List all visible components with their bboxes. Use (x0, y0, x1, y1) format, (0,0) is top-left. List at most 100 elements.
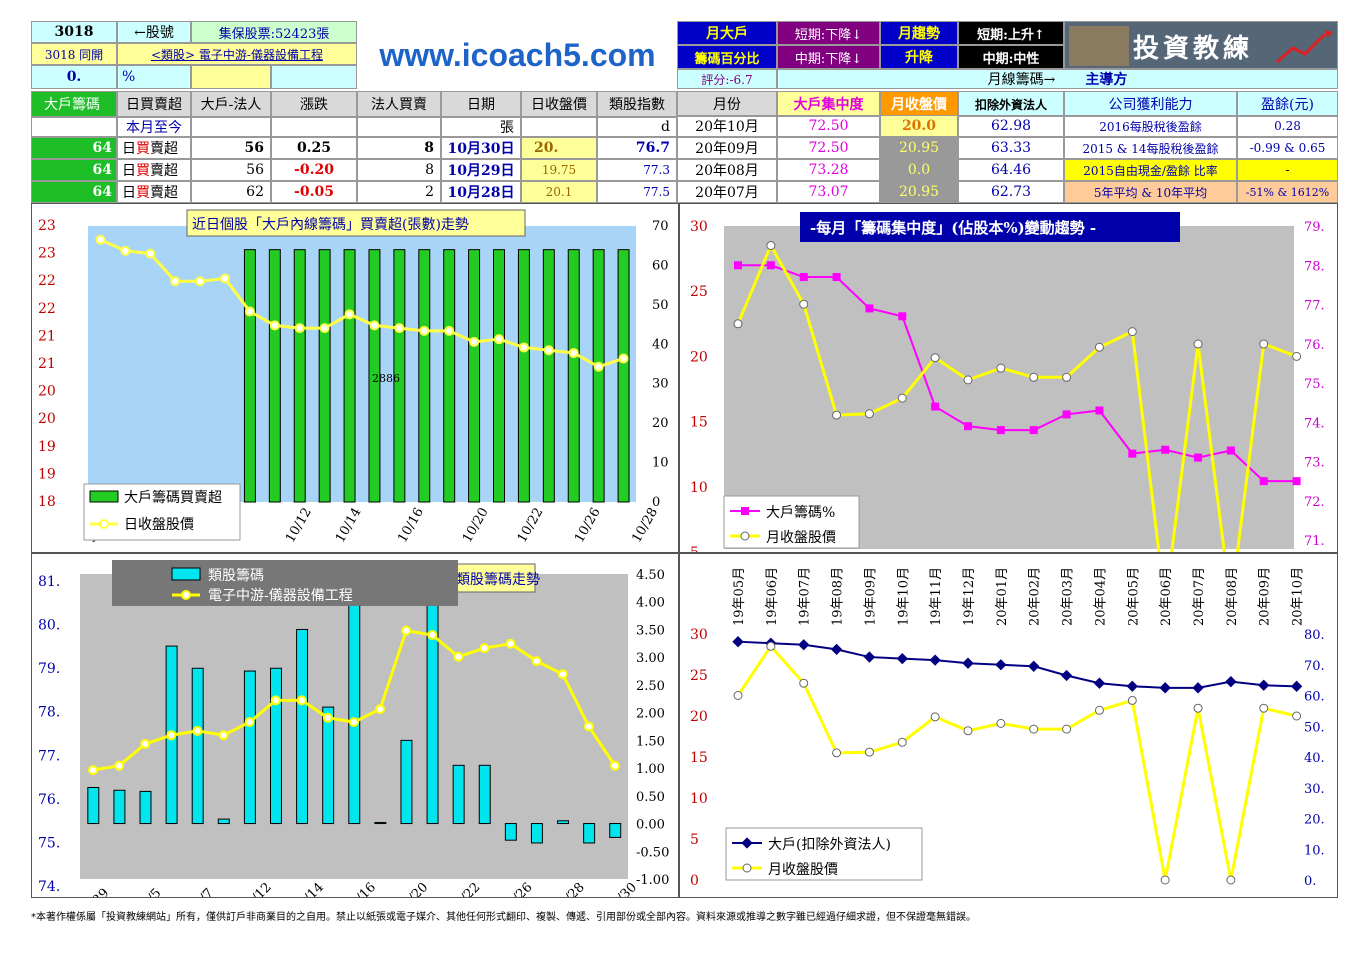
point-close-5 (220, 273, 230, 284)
point-big-holder-9 (1029, 426, 1038, 435)
legend-marker-monthly (740, 531, 750, 541)
point-close-2 (145, 248, 156, 259)
bar-chips-11 (368, 249, 381, 503)
sector-name[interactable]: <類股> 電子中游-儀器設備工程 (117, 43, 357, 65)
x-tick-8: 20年01月 (995, 567, 1010, 626)
chart3-svg: 74. 75. 76. 77. 78. 79. 80. 81. -1.00 -0.50 0.00 0.… (38, 560, 669, 898)
x-tick-13: 20年06月 (1159, 567, 1174, 626)
point-monthly-close-10 (1062, 724, 1072, 734)
x-tick-3: 10/12 (238, 880, 275, 898)
trend-arrow-icon (1276, 30, 1333, 64)
y-left-tick-0: 5 (690, 545, 699, 553)
y-right-tick-1: 72. (1304, 495, 1325, 510)
legend-label-sector-chips: 類股籌碼 (208, 568, 264, 584)
point-monthly-close-7 (963, 726, 973, 736)
bar-chips-13 (418, 249, 431, 503)
sector-label: 3018 同開 (31, 43, 117, 65)
right-row-3-cell-3: 62.73 (958, 181, 1064, 203)
point-sector-index-4 (192, 725, 203, 736)
y-right-tick-1: -0.50 (636, 845, 669, 860)
y-right-tick-7: 70. (1304, 659, 1325, 674)
y-left-tick-10: 23 (38, 218, 56, 234)
point-big-holder-12 (1128, 449, 1137, 458)
point-monthly-close-16 (1259, 703, 1269, 713)
y-left-tick-9: 23 (38, 246, 56, 262)
legend-label-close: 日收盤股價 (124, 516, 194, 533)
monthly-big-label: 月大戶 (677, 21, 777, 45)
legend-label-monthly: 月收盤股價 (766, 529, 836, 546)
point-monthly-close-8 (996, 363, 1006, 373)
x-tick-5: 10/22 (515, 505, 547, 545)
pct-symbol: % (117, 65, 191, 89)
blank-cell-2 (271, 65, 357, 89)
line-big-ex-foreign (737, 640, 1297, 689)
left-row-1-cell-3: -0.20 (271, 159, 357, 181)
point-monthly-close-5 (897, 393, 907, 403)
chart1-annotation: 2886 (372, 372, 400, 385)
y-left-tick-4: 78. (38, 705, 60, 721)
y-right-tick-5: 1.50 (636, 734, 665, 749)
left-header-4: 法人買賣 (357, 91, 441, 117)
x-tick-3: 19年08月 (831, 567, 846, 626)
line-monthly-close (736, 643, 1297, 881)
stock-code: 3018 (31, 21, 117, 43)
left-header-6: 日收盤價 (521, 91, 597, 117)
y-right-tick-4: 40 (652, 337, 669, 352)
chart2-panel: 5 10 15 20 25 30 71. 72. 73. 74. 75. 76. 77. 78. 79. -每… (679, 203, 1338, 553)
right-header-1: 大戶集中度 (777, 91, 880, 117)
chart1-title-box (186, 209, 526, 237)
y-left-tick-3: 20 (38, 411, 56, 427)
x-tick-5: 10/16 (342, 880, 379, 898)
left-row-2-cell-5: 10月28日 (441, 181, 521, 203)
point-close-18 (543, 345, 554, 356)
chart4-svg: 19年05月 19年06月 19年07月 19年08月 19年09月 19年10月 19年1… (690, 567, 1325, 889)
site-url[interactable]: www.icoach5.com (379, 36, 656, 73)
right-row-3-cell-2: 20.95 (880, 181, 958, 203)
y-right-tick-0: 0 (652, 495, 660, 510)
lead-label: 主導方 (1085, 72, 1128, 88)
y-right-tick-6: 77. (1304, 299, 1325, 314)
x-tick-0: 19年05月 (732, 567, 747, 626)
legend-label-monthly: 月收盤股價 (768, 861, 838, 878)
left-row-1-cell-1: 日買賣超 (117, 159, 191, 181)
point-close-8 (294, 323, 305, 334)
left-month-cell-7: d (597, 117, 677, 137)
bar-chips-10 (343, 249, 356, 503)
bar-sector-chips-1 (113, 789, 126, 825)
x-tick-2: 19年07月 (798, 567, 813, 626)
bar-chips-8 (293, 249, 306, 503)
point-monthly-close-1 (766, 241, 776, 251)
point-monthly-close-11 (1094, 342, 1104, 352)
right-row-0-cell-5: 0.28 (1237, 115, 1338, 137)
legend-swatch-chips (89, 490, 119, 503)
left-header-5: 日期 (441, 91, 521, 117)
x-tick-7: 10/22 (446, 880, 483, 898)
y-left-tick-0: 18 (38, 494, 56, 510)
y-right-tick-8: 3.00 (636, 651, 665, 666)
x-tick-4: 10/14 (290, 880, 327, 898)
bar-chips-15 (468, 249, 481, 503)
right-row-2-cell-0: 20年08月 (677, 159, 777, 181)
zero-value: 0. (31, 65, 117, 89)
point-big-holder-1 (766, 261, 775, 270)
point-close-16 (494, 334, 504, 345)
y-left-tick-1: 10 (690, 480, 708, 496)
y-right-tick-6: 60 (652, 258, 669, 273)
point-big-holder-2 (799, 273, 808, 282)
logo-banner: 投資教練 (1064, 21, 1338, 69)
chart2-title-box (800, 212, 1180, 242)
point-sector-index-17 (531, 656, 542, 667)
point-monthly-close-8 (996, 718, 1006, 728)
monthly-chips-label: 月線籌碼→ (987, 72, 1056, 88)
left-month-cell-1: 本月至今 (117, 117, 191, 137)
point-monthly-close-0 (733, 319, 743, 329)
x-tick-2: 10/14 (333, 505, 365, 545)
left-row-1-cell-7: 77.3 (597, 159, 677, 181)
left-row-0-cell-5: 10月30日 (441, 137, 521, 159)
logo-photo (1069, 26, 1129, 66)
left-row-2-cell-4: 2 (357, 181, 441, 203)
chart2-svg: 5 10 15 20 25 30 71. 72. 73. 74. 75. 76. 77. 78. 79. -每… (690, 212, 1325, 553)
bar-chips-12 (393, 249, 406, 503)
right-row-3-cell-0: 20年07月 (677, 181, 777, 203)
y-right-tick-8: 80. (1304, 628, 1325, 643)
